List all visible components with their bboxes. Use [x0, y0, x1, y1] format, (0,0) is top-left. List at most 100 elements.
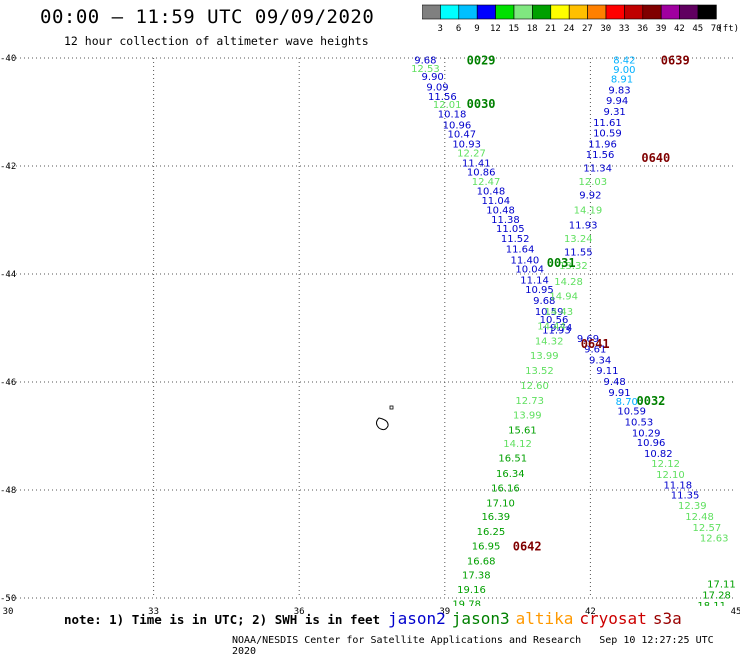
y-tick-label: -50 [0, 594, 16, 604]
wave-height-value: 17.81 [690, 612, 719, 623]
wave-height-value: 14.28 [554, 277, 583, 288]
data-points: 9.6812.539.909.0911.5612.0110.1810.9610.… [411, 54, 736, 623]
wave-height-value: 12.03 [579, 177, 608, 188]
wave-height-value: 10.29 [632, 428, 661, 439]
wave-height-value: 11.56 [586, 150, 615, 161]
pass-time-label: 0029 [467, 54, 496, 68]
wave-height-value: 14.44 [537, 321, 566, 332]
pass-time-label: 0641 [581, 337, 610, 351]
wave-height-value: 9.92 [579, 191, 601, 202]
wave-height-value: 16.68 [467, 556, 496, 567]
legend-entry: altika [515, 609, 574, 628]
wave-height-value: 8.91 [611, 75, 633, 86]
colorbar-label: 21 [545, 24, 556, 34]
wave-height-value: 16.34 [496, 469, 525, 480]
wave-height-value: 9.34 [589, 355, 611, 366]
wave-height-value: 11.35 [671, 490, 700, 501]
wave-height-value: 12.47 [472, 177, 501, 188]
wave-height-value: 16.16 [491, 483, 520, 494]
wave-height-value: 16.25 [477, 527, 506, 538]
wave-height-value: 10.48 [477, 186, 506, 197]
wave-height-value: 12.10 [656, 470, 685, 481]
wave-height-value: 11.61 [593, 118, 622, 129]
x-tick-label: 42 [585, 607, 596, 617]
legend-entry: cryosat [579, 609, 647, 628]
wave-height-value: 13.99 [513, 410, 542, 421]
wave-height-value: 16.95 [472, 542, 501, 553]
units-note: note: 1) Time is in UTC; 2) SWH is in fe… [64, 612, 381, 627]
wave-height-value: 10.96 [443, 121, 472, 132]
wave-height-value: 19.16 [457, 585, 486, 596]
legend-entry: s3a [652, 609, 682, 628]
colorbar-label: 70 [711, 24, 722, 34]
wave-height-value: 12.01 [433, 100, 462, 111]
wave-height-value: 11.18 [663, 481, 692, 492]
colorbar-unit: (ft) [717, 24, 739, 34]
colorbar-label: 3 [437, 24, 442, 34]
islet-shape [389, 405, 394, 410]
wave-height-value: 9.94 [606, 96, 628, 107]
wave-height-value: 10.86 [467, 167, 496, 178]
colorbar-label: 36 [637, 24, 648, 34]
wave-height-value: 8.70 [616, 397, 638, 408]
wave-height-value: 14.43 [545, 307, 574, 318]
wave-height-value: 9.48 [604, 377, 626, 388]
wave-height-value: 12.60 [520, 381, 549, 392]
colorbar-label: 18 [527, 24, 538, 34]
wave-height-value: 14.32 [535, 337, 564, 348]
colorbar-label: 24 [564, 24, 575, 34]
colorbar-label: 9 [474, 24, 479, 34]
wave-height-value: 16.39 [481, 512, 510, 523]
legend-entry: jason2 [388, 609, 446, 628]
wave-height-value: 15.61 [508, 426, 537, 437]
wave-height-value: 10.59 [617, 407, 646, 418]
wave-height-value: 8.42 [613, 56, 635, 67]
island-shape [376, 417, 389, 431]
wave-height-value: 12.57 [693, 523, 722, 534]
colorbar-label: 6 [456, 24, 461, 34]
wave-height-value: 11.64 [506, 245, 535, 256]
wave-height-value: 11.34 [583, 164, 612, 175]
x-tick-label: 33 [148, 607, 159, 617]
wave-height-value: 10.96 [637, 438, 666, 449]
pass-time-label: 0639 [661, 54, 690, 68]
wave-height-value: 10.04 [515, 265, 544, 276]
wave-height-value: 9.11 [596, 366, 618, 377]
wave-height-value: 9.68 [414, 56, 436, 67]
pass-time-label: 0030 [467, 97, 496, 111]
wave-height-value: 17.10 [486, 499, 515, 510]
wave-height-value: 10.59 [535, 307, 564, 318]
wave-height-value: 10.53 [625, 418, 654, 429]
wave-height-value: 11.41 [462, 158, 491, 169]
wave-height-value: 13.52 [525, 366, 554, 377]
wave-height-value: 17.28 [702, 590, 731, 601]
wave-height-value: 11.04 [481, 196, 510, 207]
wave-height-value: 9.61 [584, 345, 606, 356]
wave-height-value: 19.78 [452, 599, 481, 610]
wave-height-value: 12.73 [515, 396, 544, 407]
wave-height-value: 14.12 [503, 439, 532, 450]
wave-height-value: 9.00 [613, 65, 635, 76]
colorbar-label: 33 [619, 24, 630, 34]
wave-height-value: 9.90 [422, 72, 444, 83]
x-tick-label: 45 [731, 607, 740, 617]
colorbar-label: 45 [692, 24, 703, 34]
legend-entry: jason3 [451, 609, 510, 628]
wave-height-value: 17.38 [462, 570, 491, 581]
wave-height-value: 9.31 [604, 107, 626, 118]
wave-height-value: 10.48 [486, 205, 515, 216]
wave-height-value: 9.69 [577, 334, 599, 345]
y-tick-label: -48 [0, 486, 16, 496]
x-tick-label: 30 [3, 607, 14, 617]
y-tick-label: -44 [0, 270, 16, 280]
wave-height-value: 12.12 [651, 459, 680, 470]
wave-height-value: 16.51 [498, 454, 527, 465]
wave-height-value: 11.56 [428, 92, 457, 103]
wave-height-value: 12.27 [457, 149, 486, 160]
y-tick-label: -42 [0, 162, 16, 172]
wave-height-value: 9.09 [426, 83, 448, 94]
wave-height-value: 10.59 [593, 129, 622, 140]
wave-height-value: 9.83 [608, 85, 630, 96]
color-scale-bar: 3 6 9 12 15 18 21 24 27 30 33 36 39 42 45 70(ft) [422, 4, 739, 34]
